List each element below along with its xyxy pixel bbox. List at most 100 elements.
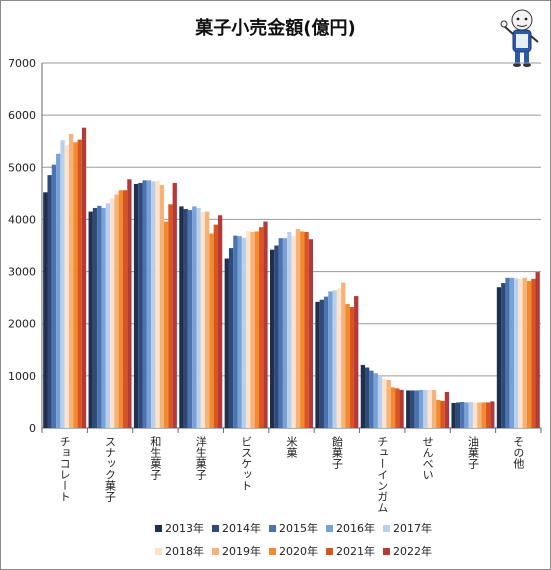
bar-2014年 [501,283,506,428]
bar-2013年 [179,206,184,428]
bar-2021年 [213,224,218,428]
bar-2014年 [138,182,143,428]
bar-2019年 [522,277,527,428]
bar-2018年 [64,145,69,428]
y-tick-label: 0 [29,422,36,435]
x-category-label: ビスケット [240,436,253,491]
bar-2021年 [440,400,445,428]
bar-2019年 [205,211,210,428]
legend-swatch [326,547,333,555]
legend-item: 2018年 [155,543,204,559]
bar-2019年 [341,282,346,428]
bar-2019年 [431,389,437,428]
bar-2018年 [291,236,296,428]
legend-item: 2013年 [155,520,204,536]
bar-2022年 [444,392,450,428]
bar-2016年 [282,238,288,428]
bar-2017年 [60,140,65,428]
legend-item: 2022年 [383,543,432,559]
legend-swatch [269,524,276,532]
legend-row-2: 2018年 2019年 2020年 2021年 2022年 [155,543,440,559]
bar-2015年 [460,401,465,428]
bar-2015年 [233,235,238,428]
bar-2019年 [250,231,255,428]
legend-label: 2022年 [393,545,432,558]
bar-2015年 [505,277,510,428]
bar-2022年 [217,215,223,428]
bar-2013年 [451,402,456,428]
legend-swatch [383,524,390,532]
x-category-label: 飴菓子 [330,435,343,469]
bar-2021年 [304,231,309,428]
bar-2018年 [246,230,251,428]
bar-2015年 [323,296,329,428]
bar-2016年 [101,207,106,428]
bar-2021年 [77,139,82,428]
bar-2015年 [414,390,419,428]
bar-2014年 [410,390,415,428]
legend-swatch [212,547,219,555]
legend-item: 2017年 [383,520,432,536]
legend-label: 2016年 [336,522,375,535]
legend-swatch [383,547,390,555]
bar-2015年 [97,205,102,428]
x-category-label: 洋生菓子 [194,435,207,480]
bar-2022年 [81,127,87,429]
bar-2021年 [531,278,536,428]
y-tick-label: 4000 [8,213,36,226]
bar-2018年 [472,402,478,428]
bar-2013年 [224,258,229,428]
bar-2020年 [254,231,260,428]
bar-2019年 [477,402,482,428]
bar-2014年 [228,248,234,428]
bar-2015年 [278,238,283,428]
x-category-label: 米菓 [285,436,298,458]
bar-2018年 [427,389,432,428]
bar-2022年 [308,239,313,428]
legend-label: 2019年 [222,545,261,558]
legend-swatch [212,524,219,532]
x-category-label: スナック菓子 [104,436,117,502]
legend-label: 2014年 [222,522,261,535]
legend-swatch [326,524,333,532]
bar-2020年 [481,402,486,428]
x-category-label: 油菓子 [466,435,479,469]
bar-2018年 [110,198,115,428]
legend-item: 2016年 [326,520,375,536]
bar-2019年 [68,133,74,428]
chart-title: 菓子小売金額(億円) [195,18,356,39]
bar-2020年 [390,387,396,428]
bar-2018年 [155,180,160,428]
bar-2013年 [360,364,366,428]
bar-2021年 [395,388,400,428]
bar-2022年 [354,296,359,428]
bar-2013年 [270,249,275,428]
y-tick-label: 6000 [8,109,36,122]
bar-2022年 [172,182,177,428]
bar-2017年 [241,237,247,428]
bar-2013年 [88,211,93,428]
bar-2020年 [164,221,169,428]
legend-swatch [155,524,162,532]
bar-2016年 [56,153,61,428]
bar-2013年 [133,183,139,428]
bar-2021年 [122,190,128,428]
bar-2021年 [349,307,355,428]
legend-label: 2021年 [336,545,375,558]
legend-swatch [269,547,276,555]
legend-label: 2017年 [393,522,432,535]
bar-2019年 [159,185,165,428]
x-category-label: その他 [512,436,525,469]
legend-row-1: 2013年 2014年 2015年 2016年 2017年 [155,520,440,536]
y-tick-label: 3000 [8,266,36,279]
bar-2016年 [237,236,242,428]
bar-2014年 [455,402,461,428]
bar-2015年 [369,370,374,428]
bar-2015年 [187,210,193,428]
bar-2022年 [535,272,540,428]
bar-2017年 [196,207,201,428]
bar-2018年 [382,378,387,428]
bar-2020年 [118,190,123,428]
bar-2022年 [127,179,132,428]
